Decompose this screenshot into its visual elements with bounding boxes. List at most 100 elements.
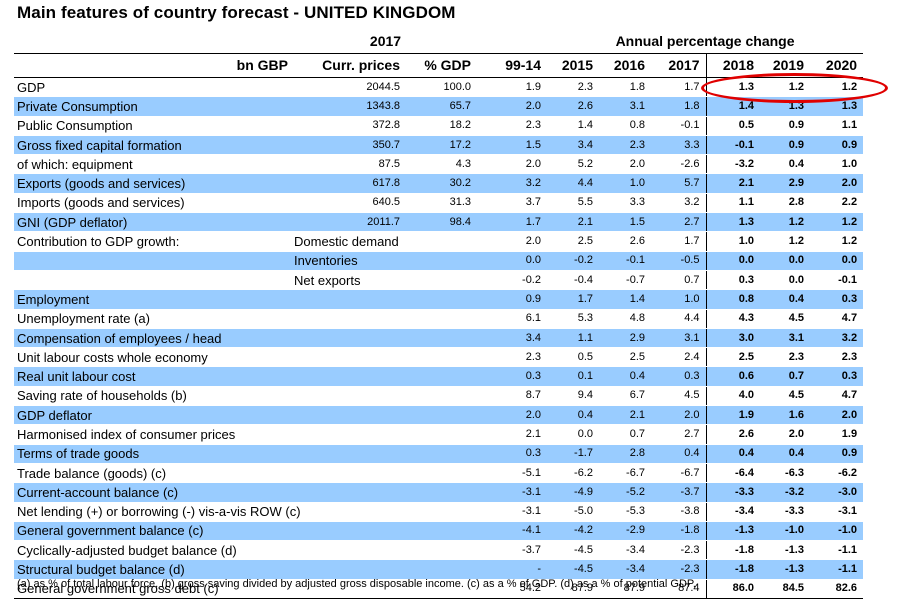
cell-pct-gdp bbox=[406, 328, 477, 349]
cell-value: 2.0 bbox=[599, 154, 651, 175]
cell-value: 87.4 bbox=[651, 579, 706, 600]
cell-value: 4.7 bbox=[810, 309, 864, 329]
cell-value: 1.9 bbox=[705, 405, 760, 426]
cell-value: 0.3 bbox=[810, 366, 864, 387]
cell-value: -1.0 bbox=[760, 521, 810, 542]
cell-value: -6.7 bbox=[599, 463, 651, 484]
row-label: Saving rate of households (b) bbox=[14, 386, 294, 407]
cell-value: -2.3 bbox=[651, 540, 706, 561]
cell-value: 1.0 bbox=[705, 231, 760, 252]
cell-value: -5.2 bbox=[599, 482, 651, 503]
cell-value: 2.0 bbox=[477, 405, 547, 426]
cell-value: 1.3 bbox=[705, 212, 760, 233]
cell-value: -5.3 bbox=[599, 502, 651, 522]
cell-value: 2.3 bbox=[760, 347, 810, 368]
cell-value: 1.0 bbox=[651, 289, 706, 310]
cell-value: 0.0 bbox=[477, 251, 547, 271]
cell-value: 9.4 bbox=[547, 386, 599, 407]
cell-value: -4.2 bbox=[547, 521, 599, 542]
page-title: Main features of country forecast - UNIT… bbox=[17, 3, 456, 22]
cell-curr-prices bbox=[294, 309, 406, 329]
cell-value: 1.7 bbox=[547, 289, 599, 310]
cell-value: 3.0 bbox=[705, 328, 760, 349]
cell-value: 4.0 bbox=[705, 386, 760, 407]
cell-value: 0.7 bbox=[760, 366, 810, 387]
table-row: Cyclically-adjusted budget balance (d) -3… bbox=[14, 540, 864, 561]
cell-curr-prices bbox=[294, 386, 406, 407]
cell-value: -3.3 bbox=[705, 482, 760, 503]
cell-value: 2.3 bbox=[477, 116, 547, 136]
cell-value: 2.3 bbox=[810, 347, 864, 368]
table-row: Unemployment rate (a) 6.1 5.3 4.8 4.4 4.3 4.5 4… bbox=[14, 309, 864, 329]
cell-value: -1.3 bbox=[760, 540, 810, 561]
cell-value: 0.4 bbox=[760, 289, 810, 310]
cell-value: 4.7 bbox=[810, 386, 864, 407]
cell-value: 3.3 bbox=[651, 135, 706, 156]
cell-curr-prices bbox=[294, 579, 406, 600]
row-label: Cyclically-adjusted budget balance (d) bbox=[14, 540, 294, 561]
cell-value: 4.5 bbox=[760, 386, 810, 407]
header-year-col: 2015 bbox=[547, 53, 599, 78]
cell-pct-gdp bbox=[406, 502, 477, 522]
cell-value: 0.7 bbox=[651, 270, 706, 291]
table-row: Current-account balance (c) -3.1 -4.9 -5.2-… bbox=[14, 482, 864, 503]
cell-value: 0.6 bbox=[705, 366, 760, 387]
cell-value: 2.0 bbox=[477, 154, 547, 175]
row-label: Compensation of employees / head bbox=[14, 328, 294, 349]
row-label: GDP bbox=[14, 77, 294, 98]
row-label: of which: equipment bbox=[14, 154, 294, 175]
cell-value: -1.8 bbox=[705, 540, 760, 561]
cell-pct-gdp: 17.2 bbox=[406, 135, 477, 156]
cell-value: 4.3 bbox=[705, 309, 760, 329]
cell-value: 1.2 bbox=[760, 212, 810, 233]
header-pct-gdp: % GDP bbox=[406, 53, 477, 78]
cell-value: -0.1 bbox=[705, 135, 760, 156]
cell-value: - bbox=[477, 559, 547, 580]
cell-pct-gdp bbox=[406, 559, 477, 580]
cell-pct-gdp: 98.4 bbox=[406, 212, 477, 233]
cell-pct-gdp: 65.7 bbox=[406, 96, 477, 117]
cell-value: -0.5 bbox=[651, 251, 706, 271]
cell-value: 5.2 bbox=[547, 154, 599, 175]
cell-value: 54.2 bbox=[477, 579, 547, 600]
cell-value: -1.3 bbox=[705, 521, 760, 542]
cell-pct-gdp: 31.3 bbox=[406, 193, 477, 214]
cell-value: 2.1 bbox=[599, 405, 651, 426]
cell-value: -4.5 bbox=[547, 540, 599, 561]
cell-value: 1.0 bbox=[599, 173, 651, 194]
cell-pct-gdp bbox=[406, 521, 477, 542]
cell-curr-prices bbox=[294, 540, 406, 561]
table-row: of which: equipment 87.5 4.3 2.0 5.2 2.0 -2.6-… bbox=[14, 154, 864, 175]
row-label: Gross fixed capital formation bbox=[14, 135, 294, 156]
header-year-col: 2017 bbox=[651, 53, 706, 78]
footnote: (a) as % of total labour force. (b) gros… bbox=[17, 578, 696, 590]
cell-value: 1.2 bbox=[760, 231, 810, 252]
cell-curr-prices: 2011.7 bbox=[294, 212, 406, 233]
cell-curr-prices bbox=[294, 289, 406, 310]
cell-value: -3.4 bbox=[599, 559, 651, 580]
cell-value: 86.0 bbox=[705, 579, 760, 600]
cell-value: 0.0 bbox=[760, 251, 810, 271]
cell-value: 2.3 bbox=[547, 77, 599, 98]
cell-pct-gdp bbox=[406, 386, 477, 407]
row-label: Net lending (+) or borrowing (-) vis-a-v… bbox=[14, 502, 301, 522]
cell-value: -4.9 bbox=[547, 482, 599, 503]
cell-pct-gdp bbox=[406, 366, 477, 387]
cell-value: 1.5 bbox=[599, 212, 651, 233]
cell-value: 1.4 bbox=[599, 289, 651, 310]
cell-value: 2.0 bbox=[760, 424, 810, 445]
cell-curr-prices bbox=[294, 328, 406, 349]
cell-value: 2.6 bbox=[547, 96, 599, 117]
cell-value: 0.8 bbox=[705, 289, 760, 310]
row-label: Current-account balance (c) bbox=[14, 482, 294, 503]
cell-curr-prices bbox=[294, 366, 406, 387]
cell-value: 1.6 bbox=[760, 405, 810, 426]
cell-value: 3.2 bbox=[651, 193, 706, 214]
row-label: Trade balance (goods) (c) bbox=[14, 463, 294, 484]
cell-value: 0.3 bbox=[810, 289, 864, 310]
cell-value: 1.3 bbox=[705, 77, 760, 98]
cell-value: 2.1 bbox=[547, 212, 599, 233]
header-annual-change: Annual percentage change bbox=[547, 29, 864, 54]
cell-value: 2.0 bbox=[810, 405, 864, 426]
table-row: Contribution to GDP growth: Domestic dema… bbox=[14, 231, 864, 252]
